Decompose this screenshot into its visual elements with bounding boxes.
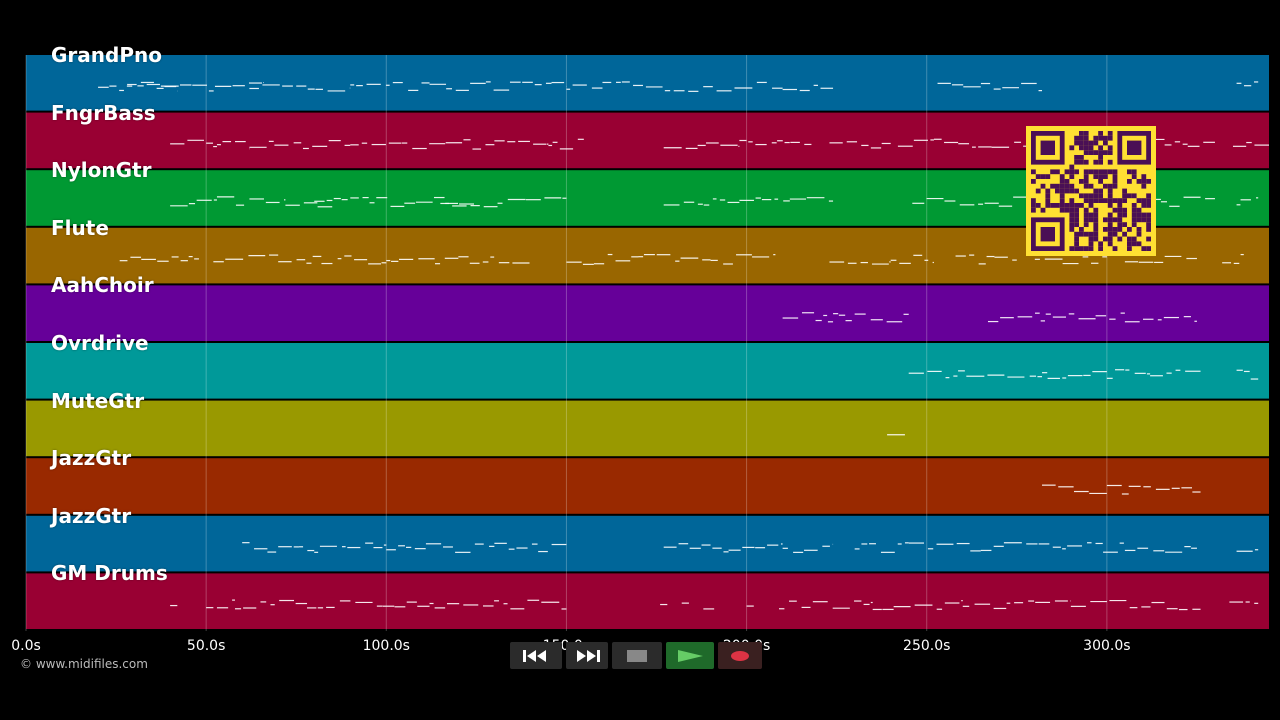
track-label: GrandPno bbox=[51, 43, 162, 67]
track-notes bbox=[782, 312, 1197, 323]
track-band bbox=[26, 573, 1269, 629]
rewind-button[interactable] bbox=[510, 642, 562, 669]
track-label: JazzGtr bbox=[51, 446, 132, 471]
track-band bbox=[26, 458, 1269, 514]
fast-forward-button[interactable] bbox=[566, 642, 608, 669]
tick-label: 100.0s bbox=[362, 638, 410, 654]
track-label: FngrBass bbox=[51, 100, 156, 125]
track-label: JazzGtr bbox=[51, 503, 132, 528]
tick-label: 250.0s bbox=[903, 638, 951, 654]
track-label: GM Drums bbox=[51, 561, 168, 586]
track-label: Ovrdrive bbox=[51, 331, 149, 355]
tick-label: 300.0s bbox=[1083, 638, 1131, 654]
track-notes bbox=[170, 196, 1259, 208]
tick-label: 0.0s bbox=[11, 638, 41, 654]
record-button[interactable] bbox=[718, 642, 762, 669]
track-notes bbox=[242, 542, 1259, 553]
record-icon bbox=[731, 650, 749, 661]
track-label: Flute bbox=[51, 215, 109, 240]
track-notes bbox=[1042, 484, 1201, 495]
track-notes bbox=[908, 369, 1259, 380]
track-label: MuteGtr bbox=[51, 388, 145, 413]
track-notes bbox=[98, 81, 1259, 92]
tick-label: 50.0s bbox=[186, 638, 226, 654]
stop-button[interactable] bbox=[612, 642, 662, 669]
play-button[interactable] bbox=[666, 642, 714, 669]
copyright-text: © www.midifiles.com bbox=[20, 657, 148, 671]
fast-forward-icon bbox=[577, 649, 600, 662]
track-label: AahChoir bbox=[51, 273, 154, 298]
track-band bbox=[26, 400, 1269, 457]
play-icon bbox=[678, 649, 703, 662]
track-label: NylonGtr bbox=[51, 158, 152, 183]
track-band bbox=[26, 285, 1269, 341]
rewind-icon bbox=[523, 649, 546, 662]
track-band bbox=[26, 343, 1269, 399]
qr-code bbox=[1026, 126, 1156, 256]
track-band bbox=[26, 55, 1269, 111]
track-notes bbox=[170, 599, 1259, 611]
transport-controls bbox=[510, 642, 770, 669]
track-notes bbox=[119, 253, 1244, 265]
stop-icon bbox=[627, 649, 647, 662]
track-band bbox=[26, 515, 1269, 572]
